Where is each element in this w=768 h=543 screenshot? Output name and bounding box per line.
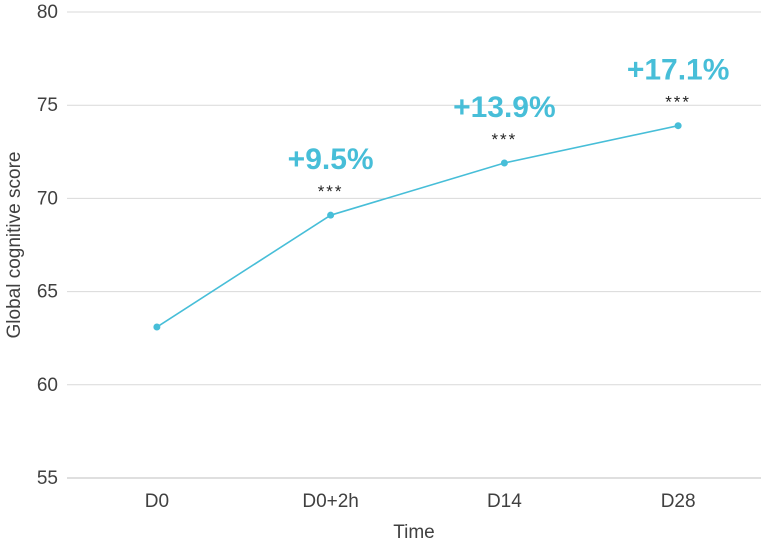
y-tick-label: 65	[37, 282, 58, 303]
x-tick-label: D0+2h	[302, 491, 359, 512]
series-line	[156, 124, 679, 328]
annotation-significance-stars: ***	[665, 93, 691, 112]
x-tick-label: D0	[145, 491, 169, 512]
x-axis-title: Time	[393, 522, 435, 543]
y-tick-label: 70	[37, 188, 58, 209]
x-tick-label: D28	[661, 491, 696, 512]
annotation-percent-label: +9.5%	[288, 143, 374, 176]
y-axis-title: Global cognitive score	[4, 152, 25, 339]
data-point	[500, 159, 508, 167]
annotation-percent-label: +13.9%	[453, 91, 556, 124]
data-point	[153, 323, 161, 331]
y-tick-label: 75	[37, 95, 58, 116]
y-tick-label: 55	[37, 468, 58, 489]
annotation-significance-stars: ***	[318, 182, 344, 201]
data-point	[327, 211, 335, 219]
y-tick-label: 80	[37, 2, 58, 23]
annotation-significance-stars: ***	[491, 130, 517, 149]
x-tick-label: D14	[487, 491, 522, 512]
annotation-percent-label: +17.1%	[627, 54, 730, 87]
data-point	[674, 122, 682, 130]
y-tick-label: 60	[37, 375, 58, 396]
